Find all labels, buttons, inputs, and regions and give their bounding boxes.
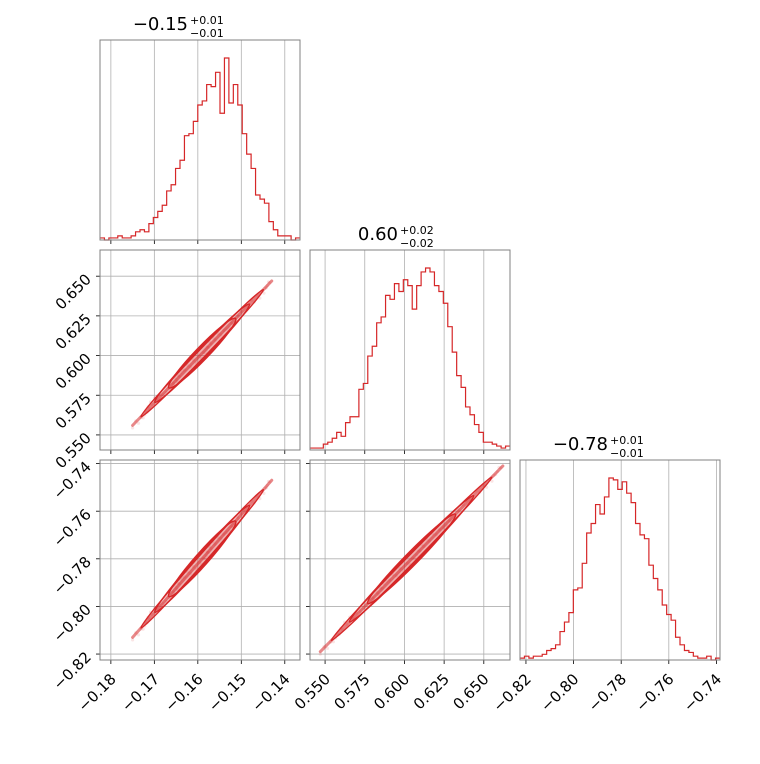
panel-title-minus: −0.01 <box>610 447 644 460</box>
density-ridge <box>131 279 274 427</box>
panel-title-value: −0.15 <box>133 14 188 35</box>
x-tick-label: −0.14 <box>248 670 293 715</box>
histogram-step-line <box>100 57 300 241</box>
panel-frame <box>99 39 301 241</box>
scatter-point <box>325 646 330 650</box>
y-tick-label: 0.650 <box>52 270 95 313</box>
panel-frame <box>99 249 301 451</box>
panel-frame <box>99 459 301 661</box>
panel-r1-c0 <box>96 249 301 454</box>
panel-r2-c1 <box>306 459 511 664</box>
x-tick-label: −0.18 <box>74 670 119 715</box>
x-tick-label: 0.575 <box>330 670 373 713</box>
scatter-point <box>318 652 322 656</box>
panel-frame <box>309 459 511 661</box>
histogram-step-line <box>310 267 510 449</box>
scatter-point <box>131 638 135 642</box>
panel-r1-c1: 0.60 +0.02−0.02 <box>309 224 511 454</box>
y-tick-label: −0.82 <box>50 648 95 693</box>
panel-r2-c0 <box>96 459 301 664</box>
x-tick-label: −0.16 <box>161 670 206 715</box>
panel-title-plus: +0.02 <box>400 224 434 237</box>
scatter-point <box>262 491 266 495</box>
y-tick-label: −0.76 <box>50 505 95 550</box>
panel-title-plus: +0.01 <box>190 14 224 27</box>
scatter-point <box>131 426 135 430</box>
x-tick-label: 0.625 <box>410 670 453 713</box>
histogram-step-line <box>520 477 720 661</box>
panel-title-value: −0.78 <box>553 434 608 455</box>
scatter-point <box>136 633 141 637</box>
panel-title-plus: +0.01 <box>610 434 644 447</box>
panel-frame <box>309 249 511 451</box>
panel-r2-c2: −0.78 +0.01−0.01 <box>519 434 721 664</box>
x-tick-label: 0.650 <box>450 670 493 713</box>
scatter-point <box>262 291 266 295</box>
y-tick-label: −0.80 <box>50 601 95 646</box>
x-tick-label: −0.78 <box>585 670 630 715</box>
density-ridge <box>131 478 274 639</box>
x-tick-label: −0.17 <box>118 670 163 715</box>
panel-title-value: 0.60 <box>358 224 398 245</box>
panel-frame <box>519 459 721 661</box>
panel-r0-c0: −0.15 +0.01−0.01 <box>99 14 301 244</box>
y-tick-label: −0.78 <box>50 553 95 598</box>
x-tick-label: 0.600 <box>370 670 413 713</box>
x-tick-label: −0.76 <box>632 670 677 715</box>
x-tick-label: −0.82 <box>490 670 535 715</box>
x-tick-label: −0.15 <box>205 670 250 715</box>
y-tick-label: 0.575 <box>52 389 95 432</box>
scatter-point <box>136 421 141 425</box>
scatter-point <box>490 479 494 483</box>
y-tick-label: 0.600 <box>52 350 95 393</box>
density-ridge <box>318 464 505 654</box>
y-tick-label: 0.625 <box>52 310 95 353</box>
panel-title-minus: −0.01 <box>190 27 224 40</box>
x-tick-label: −0.74 <box>680 670 725 715</box>
x-tick-label: 0.550 <box>291 670 334 713</box>
x-tick-label: −0.80 <box>537 670 582 715</box>
panel-title-minus: −0.02 <box>400 237 434 250</box>
